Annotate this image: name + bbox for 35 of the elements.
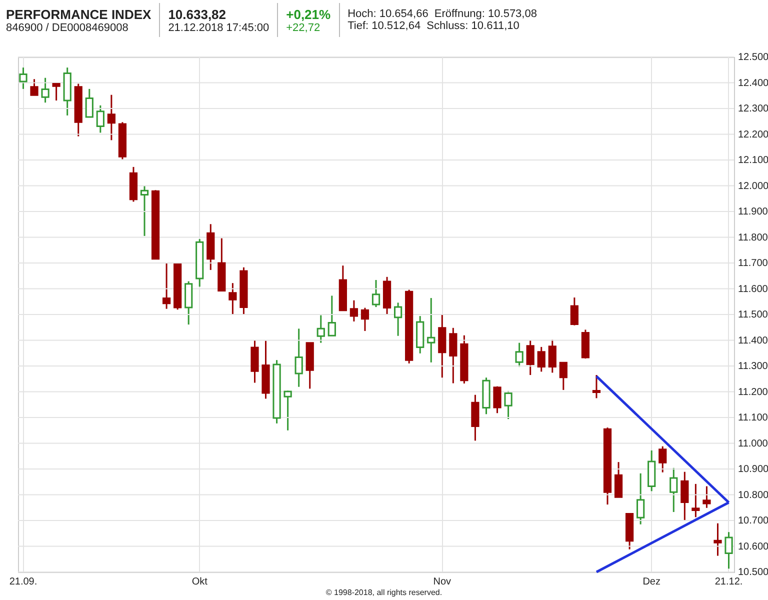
y-tick-label: 11.500 [738, 310, 768, 320]
y-tick-label: 11.300 [738, 361, 768, 372]
y-tick-label: 11.400 [738, 335, 768, 346]
text: 10.633,82 [168, 6, 228, 22]
text: © 1998-2018, all rights reserved. [324, 588, 444, 597]
text: Tief: 10.512,64 Schluss: 10.611,10 [348, 20, 520, 32]
y-tick-label: 11.900 [738, 206, 768, 218]
y-tick-label: 11.800 [738, 232, 768, 244]
x-tick-label: Nov [433, 576, 452, 588]
y-tick-label: 10.500 [738, 567, 768, 578]
x-tick-label: Okt [192, 576, 208, 588]
y-tick-label: 10.600 [738, 541, 768, 552]
y-tick-label: 10.800 [738, 490, 768, 501]
y-tick-label: 11.700 [738, 258, 768, 269]
x-tick-label: Dez [642, 576, 660, 588]
y-tick-label: 12.400 [738, 78, 768, 89]
chart-subtitle: 846900 / DE0008469008 [6, 22, 130, 34]
x-tick-label: 21.09. [9, 576, 38, 588]
y-tick-label: 11.100 [738, 412, 768, 424]
y-tick-label: 10.700 [738, 516, 768, 526]
text: +0,21% [286, 6, 331, 22]
y-tick-label: 11.200 [738, 386, 768, 398]
y-tick-label: 12.200 [738, 129, 768, 140]
y-tick-label: 11.000 [738, 438, 768, 450]
y-tick-label: 12.100 [738, 155, 768, 166]
text: Hoch: 10.654,66 Eröffnung: 10.573,08 [348, 8, 537, 20]
y-tick-label: 12.300 [738, 104, 768, 114]
y-tick-label: 11.600 [738, 284, 768, 295]
y-tick-label: 12.500 [738, 52, 768, 63]
y-tick-label: 10.900 [738, 464, 768, 475]
x-tick-label: 21.12. [714, 576, 743, 588]
chart-title: PERFORMANCE INDEX [6, 6, 152, 22]
text: +22,72 [286, 22, 322, 34]
text: 21.12.2018 17:45:00 [168, 22, 270, 34]
y-tick-label: 12.000 [738, 180, 768, 192]
